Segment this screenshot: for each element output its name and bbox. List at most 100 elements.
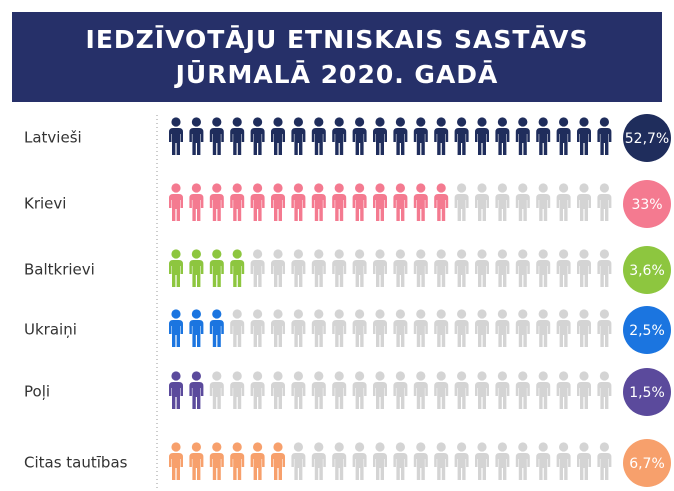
icon-body xyxy=(352,453,367,480)
icon-head xyxy=(253,117,263,127)
person-icon xyxy=(291,249,306,287)
person-icon xyxy=(536,371,551,409)
icon-body xyxy=(250,128,265,155)
icon-body xyxy=(434,382,449,409)
person-icon xyxy=(189,183,204,221)
person-icon xyxy=(230,371,245,409)
icon-body xyxy=(291,128,306,155)
icon-head xyxy=(538,183,548,193)
person-icon xyxy=(271,183,285,221)
icon-body xyxy=(577,320,591,347)
person-icon xyxy=(413,442,428,480)
person-icon xyxy=(577,371,591,409)
icon-body xyxy=(271,320,285,347)
icon-body xyxy=(475,453,489,480)
icon-head xyxy=(232,442,242,452)
icon-body xyxy=(332,453,347,480)
icon-body xyxy=(271,260,285,287)
person-icon xyxy=(373,309,387,347)
icon-body xyxy=(515,320,530,347)
icon-body xyxy=(556,128,571,155)
icon-head xyxy=(559,117,569,127)
person-icon xyxy=(556,183,571,221)
icon-body xyxy=(556,320,571,347)
icon-body xyxy=(311,320,326,347)
person-icon xyxy=(577,249,591,287)
person-icon xyxy=(454,442,469,480)
person-icon xyxy=(556,117,571,155)
icon-body xyxy=(556,260,571,287)
person-icon xyxy=(413,117,428,155)
icon-body xyxy=(413,194,428,221)
person-icon xyxy=(352,442,367,480)
icon-head xyxy=(375,249,385,259)
icon-head xyxy=(599,117,609,127)
value-label: 52,7% xyxy=(625,131,669,147)
person-icon xyxy=(169,249,183,287)
icon-head xyxy=(538,309,548,319)
icon-body xyxy=(169,128,183,155)
icon-head xyxy=(599,183,609,193)
icon-body xyxy=(311,453,326,480)
person-icon xyxy=(311,183,326,221)
person-icon xyxy=(291,117,306,155)
category-label: Baltkrievi xyxy=(24,261,95,279)
icon-body xyxy=(169,453,183,480)
person-icon xyxy=(393,117,408,155)
icon-head xyxy=(355,183,365,193)
icon-head xyxy=(273,442,283,452)
icon-head xyxy=(436,249,446,259)
person-icon xyxy=(434,183,449,221)
icon-head xyxy=(436,183,446,193)
person-icon xyxy=(373,117,387,155)
person-icon xyxy=(515,249,530,287)
icon-body xyxy=(536,453,551,480)
person-icon xyxy=(475,442,489,480)
icon-body xyxy=(189,382,204,409)
icon-body xyxy=(230,194,245,221)
icon-head xyxy=(395,117,405,127)
icon-body xyxy=(271,194,285,221)
icon-head xyxy=(518,371,528,381)
icon-head xyxy=(171,117,181,127)
icon-head xyxy=(212,249,222,259)
icon-head xyxy=(253,249,263,259)
icon-body xyxy=(577,194,591,221)
icon-body xyxy=(597,382,612,409)
person-icon xyxy=(495,309,510,347)
category-label: Krievi xyxy=(24,195,66,213)
person-icon xyxy=(413,249,428,287)
icon-head xyxy=(477,371,487,381)
icon-body xyxy=(209,453,224,480)
icon-body xyxy=(434,128,449,155)
icon-head xyxy=(212,371,222,381)
icon-head xyxy=(253,183,263,193)
icon-head xyxy=(273,371,283,381)
icon-head xyxy=(253,442,263,452)
icon-head xyxy=(559,183,569,193)
person-icon xyxy=(393,371,408,409)
icon-body xyxy=(169,194,183,221)
icon-body xyxy=(475,128,489,155)
icon-head xyxy=(416,309,426,319)
person-icon xyxy=(434,309,449,347)
icon-body xyxy=(373,128,387,155)
icon-head xyxy=(395,309,405,319)
icon-head xyxy=(232,309,242,319)
empty-icons xyxy=(209,371,612,409)
icon-head xyxy=(375,371,385,381)
person-icon xyxy=(271,117,285,155)
person-icon xyxy=(250,249,265,287)
icon-body xyxy=(515,382,530,409)
icon-head xyxy=(334,442,344,452)
person-icon xyxy=(475,249,489,287)
icon-body xyxy=(169,320,183,347)
icon-head xyxy=(253,371,263,381)
icon-head xyxy=(599,309,609,319)
icon-body xyxy=(189,320,204,347)
person-icon xyxy=(189,371,204,409)
person-icon xyxy=(393,309,408,347)
person-icon xyxy=(291,371,306,409)
icon-head xyxy=(559,309,569,319)
icon-body xyxy=(434,320,449,347)
